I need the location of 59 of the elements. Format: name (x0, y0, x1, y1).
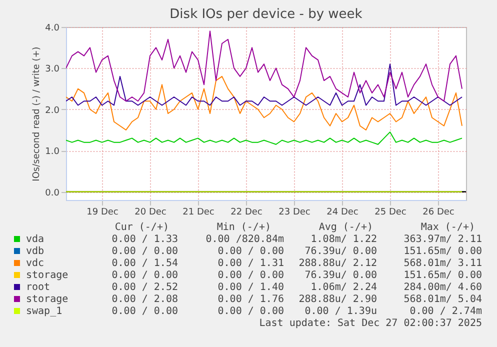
text: Last update: Sat Dec 27 02:00:37 2025 (259, 318, 482, 329)
y-tick-label: 4.0 (45, 24, 60, 34)
text: 0.00 / 2.74m (410, 306, 482, 317)
text: 0.00 / 2.52 (112, 282, 178, 293)
text: 1.08m/ 1.22 (310, 234, 377, 245)
y-tick-label: 0.0 (45, 188, 60, 198)
text: 151.65m/ 0.00 (404, 270, 482, 281)
text: Min (-/+) (216, 222, 271, 233)
text: 0.00 / 0.00 (218, 246, 284, 257)
x-tick-label: 24 Dec (326, 208, 358, 218)
text: 288.88u/ 2.12 (298, 258, 377, 269)
legend-label: storage (26, 270, 68, 281)
text: 0.00 / 1.31 (218, 258, 284, 269)
text: Max (-/+) (420, 222, 475, 233)
text: 1.06m/ 2.24 (310, 282, 377, 293)
x-tick-label: 26 Dec (422, 208, 454, 218)
text: 0.00 / 0.00 (112, 306, 178, 317)
legend-label: root (26, 282, 50, 293)
text: 0.00 / 1.39u (304, 306, 377, 317)
y-tick-label: 2.0 (45, 106, 60, 116)
chart-title: Disk IOs per device - by week (170, 7, 363, 22)
text: 0.00 / 1.40 (218, 282, 284, 293)
x-tick-label: 22 Dec (230, 208, 262, 218)
text: 568.01m/ 3.11 (404, 258, 482, 269)
line-series (66, 64, 462, 106)
text: 0.00 / 1.54 (112, 258, 178, 269)
legend-label: storage (26, 294, 68, 305)
text: 151.65m/ 0.00 (404, 246, 482, 257)
legend-label: vdc (26, 258, 44, 269)
text: 0.00 / 0.00 (218, 270, 284, 281)
x-tick-label: 19 Dec (86, 208, 118, 218)
x-tick-label: 23 Dec (278, 208, 310, 218)
text: 0.00 / 1.76 (218, 294, 284, 305)
legend-label: vdb (26, 246, 44, 257)
text: Cur (-/+) (114, 222, 169, 233)
text: Avg (-/+) (318, 222, 373, 233)
text: 0.00 / 0.00 (112, 270, 178, 281)
text: 0.00 / 2.08 (112, 294, 178, 305)
y-axis-title: IOs/second read (-) / write (+) (32, 46, 42, 182)
line-series (66, 76, 462, 130)
legend-label: swap_1 (26, 306, 62, 317)
legend-label: vda (26, 234, 44, 245)
text: 0.00 / 0.00 (218, 306, 284, 317)
y-tick-label: 3.0 (45, 64, 60, 75)
text: 363.97m/ 2.11 (404, 234, 482, 245)
x-tick-label: 21 Dec (182, 208, 214, 218)
text: 284.00m/ 4.60 (404, 282, 482, 293)
line-series (66, 30, 462, 102)
line-series (66, 132, 462, 145)
text: 288.88u/ 2.90 (298, 294, 377, 305)
x-tick-label: 25 Dec (374, 208, 406, 218)
y-tick-label: 1.0 (45, 147, 60, 158)
x-tick-label: 20 Dec (134, 208, 166, 218)
text: 0.00 / 1.33 (112, 234, 178, 245)
text: 568.01m/ 5.04 (404, 294, 482, 305)
text: 0.00 /820.84m (206, 234, 284, 245)
text: 0.00 / 0.00 (112, 246, 178, 257)
text: 76.39u/ 0.00 (304, 246, 377, 257)
text: 76.39u/ 0.00 (304, 270, 377, 281)
